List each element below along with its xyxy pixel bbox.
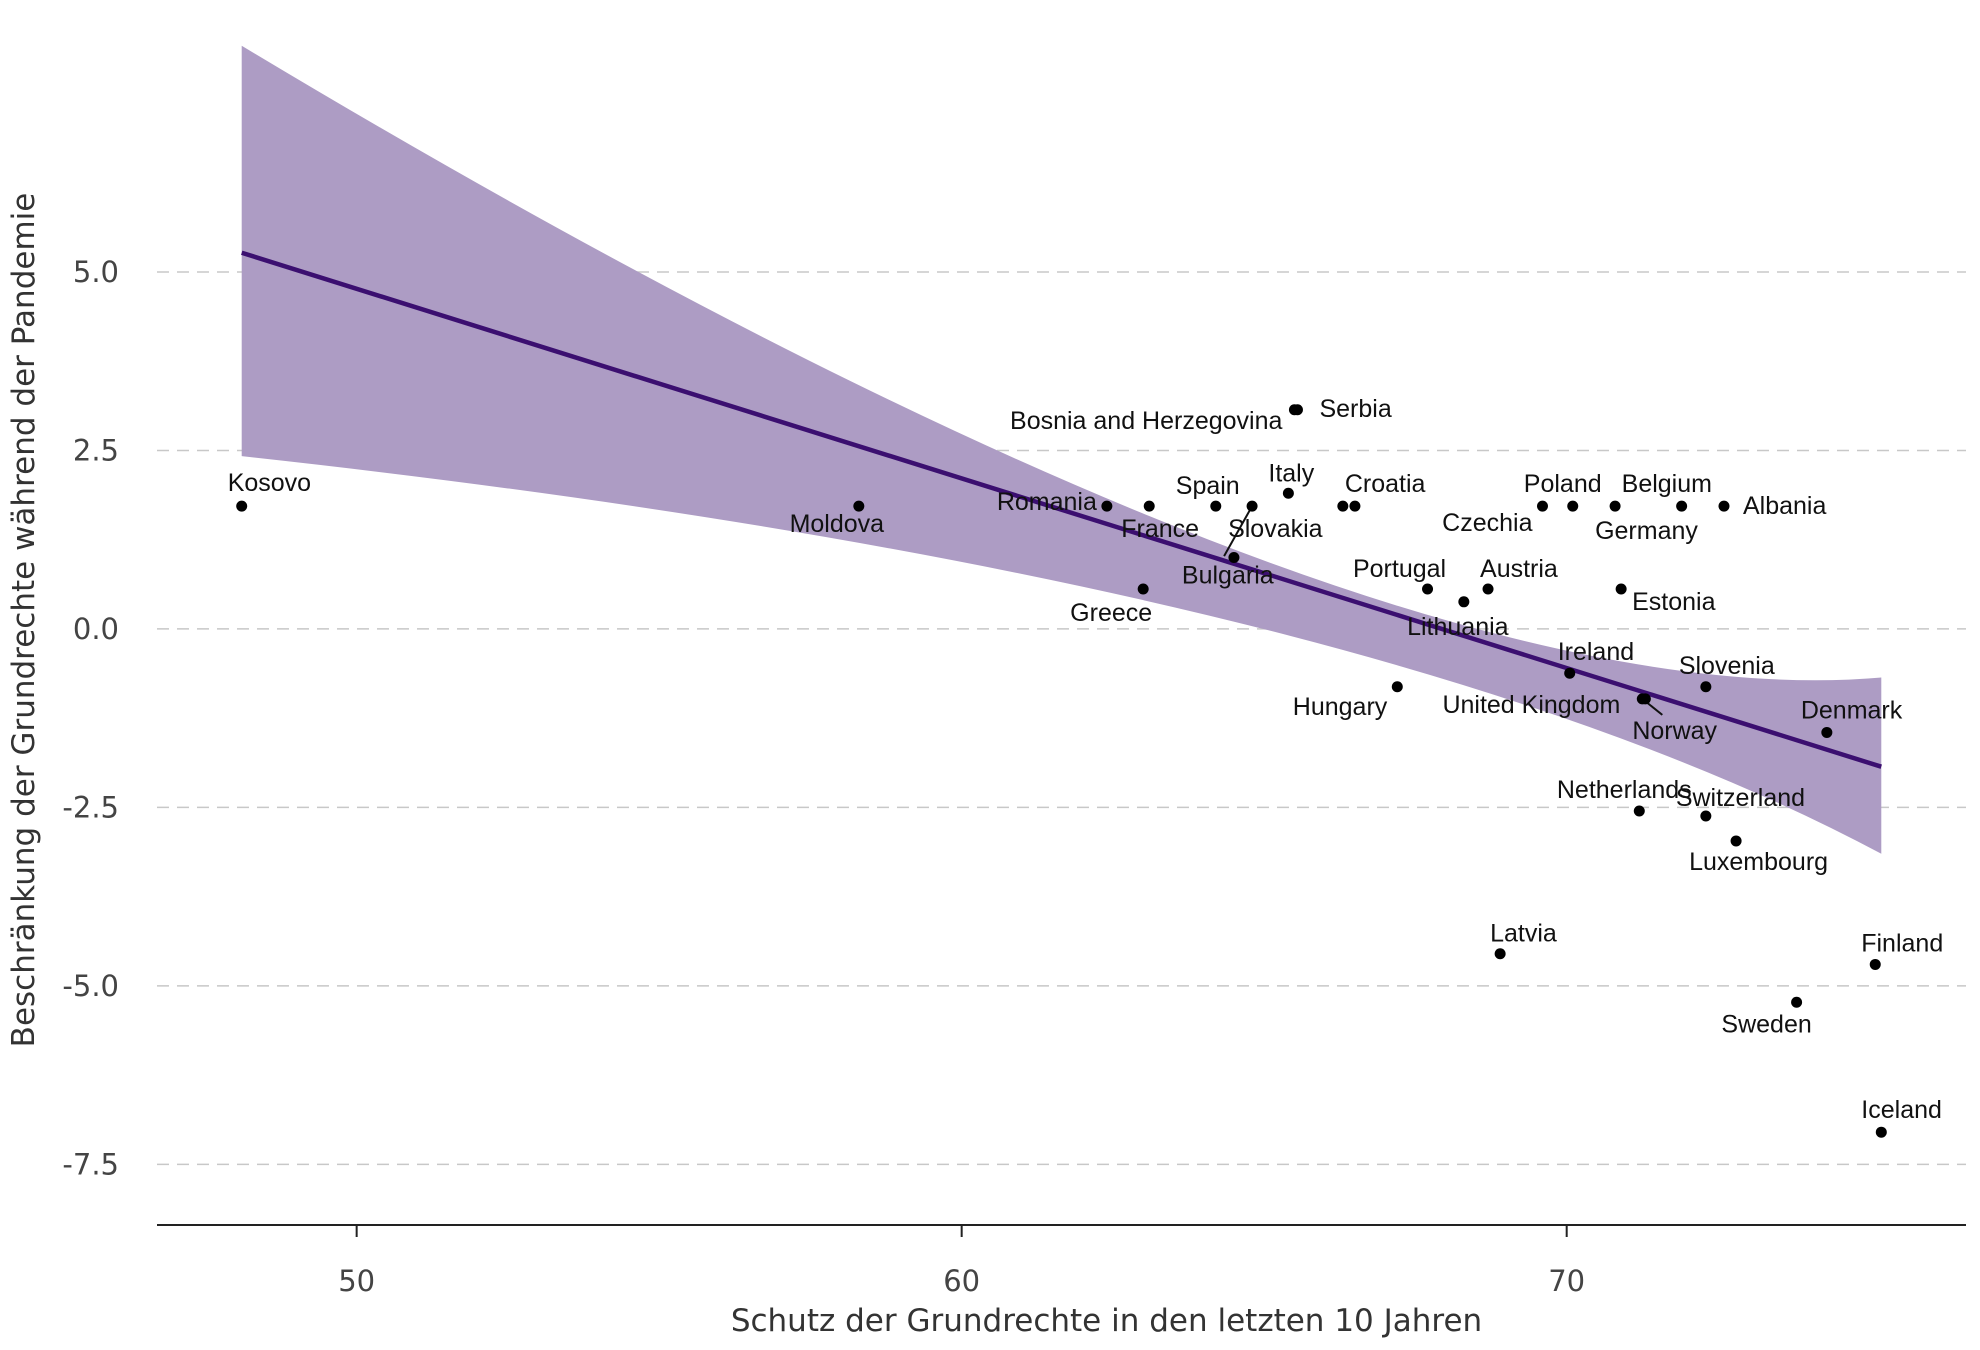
point-france [1143,500,1155,512]
point-finland [1869,958,1881,970]
x-axis-title: Schutz der Grundrechte in den letzten 10… [731,1303,1482,1339]
label-lithuania: Lithuania [1407,613,1509,641]
x-tick-label: 70 [1548,1264,1585,1298]
point-belgium [1676,500,1688,512]
leader-bulgaria [1223,505,1253,557]
point-norway [1636,693,1648,705]
label-moldova: Moldova [790,510,885,538]
ci-band [241,45,1882,854]
label-romania: Romania [997,488,1097,516]
x-tick-label: 60 [943,1264,980,1298]
label-bulgaria: Bulgaria [1182,562,1274,590]
label-portugal: Portugal [1353,555,1446,583]
data-points [236,404,1887,1138]
y-tick-label: 5.0 [73,255,119,289]
label-italy: Italy [1268,459,1314,487]
label-albania: Albania [1743,492,1826,520]
label-luxembourg: Luxembourg [1689,848,1828,876]
point-lithuania [1458,596,1470,608]
label-belgium: Belgium [1622,470,1712,498]
fit-line [241,250,1882,769]
point-albania [1718,500,1730,512]
label-ireland: Ireland [1558,638,1634,666]
point-hungary [1391,681,1403,693]
point-czechia [1536,500,1548,512]
point-luxembourg [1730,835,1742,847]
label-france: France [1121,515,1199,543]
point-ireland [1564,667,1576,679]
label-slovakia: Slovakia [1228,515,1323,543]
y-tick-label: -7.5 [62,1147,119,1181]
point-germany [1609,500,1621,512]
label-iceland: Iceland [1861,1096,1942,1124]
point-kosovo [236,500,248,512]
point-labels: Kosovo Moldova Romania France Greece Spain Slo… [228,395,1944,1124]
regression-line [241,250,1882,769]
point-austria [1482,583,1494,595]
point-romania [1101,500,1113,512]
point-bulgaria [1228,552,1240,564]
point-spain [1210,500,1222,512]
point-slovakia [1246,500,1258,512]
label-serbia: Serbia [1319,395,1391,423]
label-united-kingdom: United Kingdom [1442,691,1620,719]
label-spain: Spain [1176,472,1240,500]
label-finland: Finland [1861,929,1943,957]
point-switzerland [1700,810,1712,822]
point-poland [1567,500,1579,512]
point-serbia [1291,404,1303,416]
label-croatia: Croatia [1345,470,1426,498]
point-portugal [1422,583,1434,595]
y-tick-label: -2.5 [62,790,119,824]
y-tick-label: 2.5 [73,433,119,467]
label-estonia: Estonia [1632,588,1715,616]
label-switzerland: Switzerland [1676,784,1805,812]
point-latvia [1494,948,1506,960]
point-netherlands [1633,805,1645,817]
label-poland: Poland [1524,470,1602,498]
y-axis-title: Beschränkung der Grundrechte während der… [6,193,42,1048]
point-denmark [1821,726,1833,738]
y-tick-label: -5.0 [62,969,119,1003]
label-bosnia-and-herzegovina: Bosnia and Herzegovina [1010,407,1282,435]
label-hungary: Hungary [1293,693,1388,721]
point-iceland [1875,1126,1887,1138]
point-sweden [1791,996,1803,1008]
point-slovenia [1700,681,1712,693]
point-greece [1137,583,1149,595]
axes: 5.0 2.5 0.0 -2.5 -5.0 -7.5 50 60 70 [62,255,1966,1298]
label-sweden: Sweden [1721,1010,1811,1038]
label-czechia: Czechia [1442,509,1532,537]
label-norway: Norway [1632,717,1717,745]
point-moldova [853,500,865,512]
x-tick-label: 50 [338,1264,375,1298]
point-italy [1282,487,1294,499]
label-greece: Greece [1070,599,1152,627]
point-croatia [1337,500,1349,512]
confidence-band [241,45,1882,854]
label-denmark: Denmark [1801,696,1903,724]
point-montenegro [1349,500,1361,512]
label-austria: Austria [1480,555,1558,583]
label-germany: Germany [1595,517,1698,545]
label-slovenia: Slovenia [1679,652,1775,680]
label-kosovo: Kosovo [228,469,311,497]
label-netherlands: Netherlands [1557,776,1692,804]
label-latvia: Latvia [1490,920,1557,948]
y-tick-label: 0.0 [73,612,119,646]
point-estonia [1615,583,1627,595]
